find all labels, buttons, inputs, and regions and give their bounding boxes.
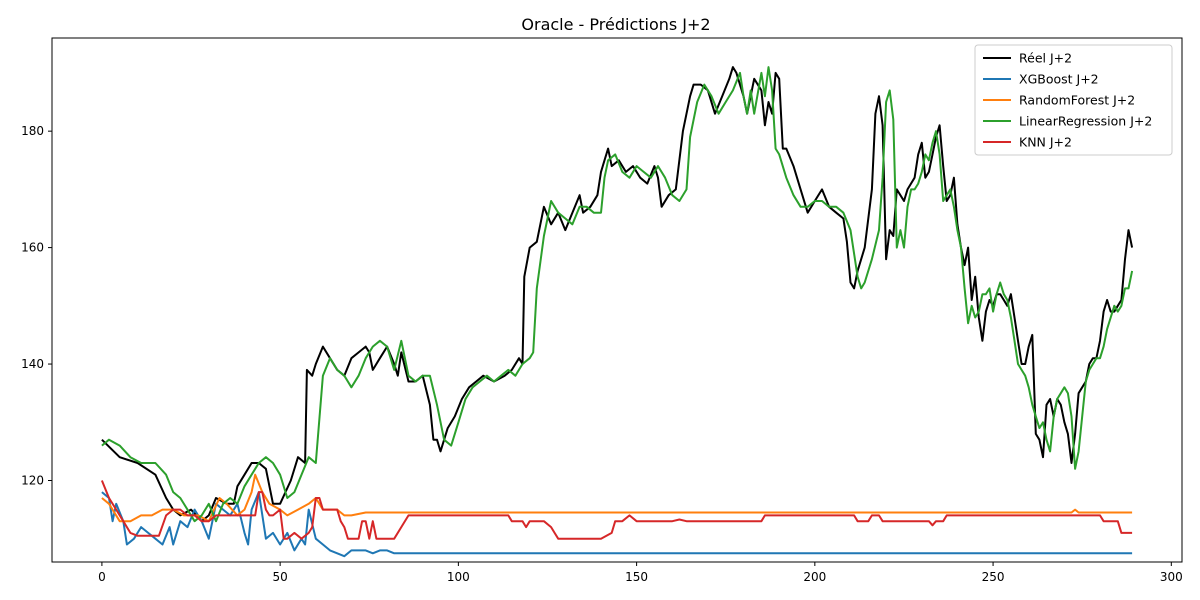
x-tick-label: 300	[1160, 570, 1183, 584]
x-tick-label: 250	[982, 570, 1005, 584]
x-tick-label: 100	[447, 570, 470, 584]
legend: Réel J+2 XGBoost J+2 RandomForest J+2 Linea…	[974, 44, 1173, 156]
y-tick-label: 140	[21, 357, 44, 371]
series-line-1	[101, 491, 1133, 558]
series-line-3	[101, 66, 1134, 523]
chart-title: Oracle - Prédictions J+2	[521, 15, 710, 34]
plot-frame	[51, 37, 1183, 563]
legend-label: RandomForest J+2	[1019, 93, 1135, 108]
legend-label: Réel J+2	[1019, 51, 1072, 66]
legend-label: LinearRegression J+2	[1019, 114, 1152, 129]
y-tick-label: 120	[21, 473, 44, 487]
legend-label: KNN J+2	[1019, 135, 1072, 150]
series-line-4	[100, 480, 1133, 540]
legend-box	[974, 44, 1173, 156]
y-axis: 120 140 160 180	[21, 124, 52, 487]
series-layer	[100, 66, 1134, 558]
x-tick-label: 200	[803, 570, 826, 584]
y-tick-label: 180	[21, 124, 44, 138]
x-tick-label: 50	[272, 570, 287, 584]
x-axis: 0 50 100 150 200 250 300	[98, 562, 1183, 584]
y-tick-label: 160	[21, 241, 44, 255]
series-line-2	[101, 473, 1133, 523]
x-tick-label: 0	[98, 570, 106, 584]
legend-label: XGBoost J+2	[1019, 72, 1099, 87]
x-tick-label: 150	[625, 570, 648, 584]
